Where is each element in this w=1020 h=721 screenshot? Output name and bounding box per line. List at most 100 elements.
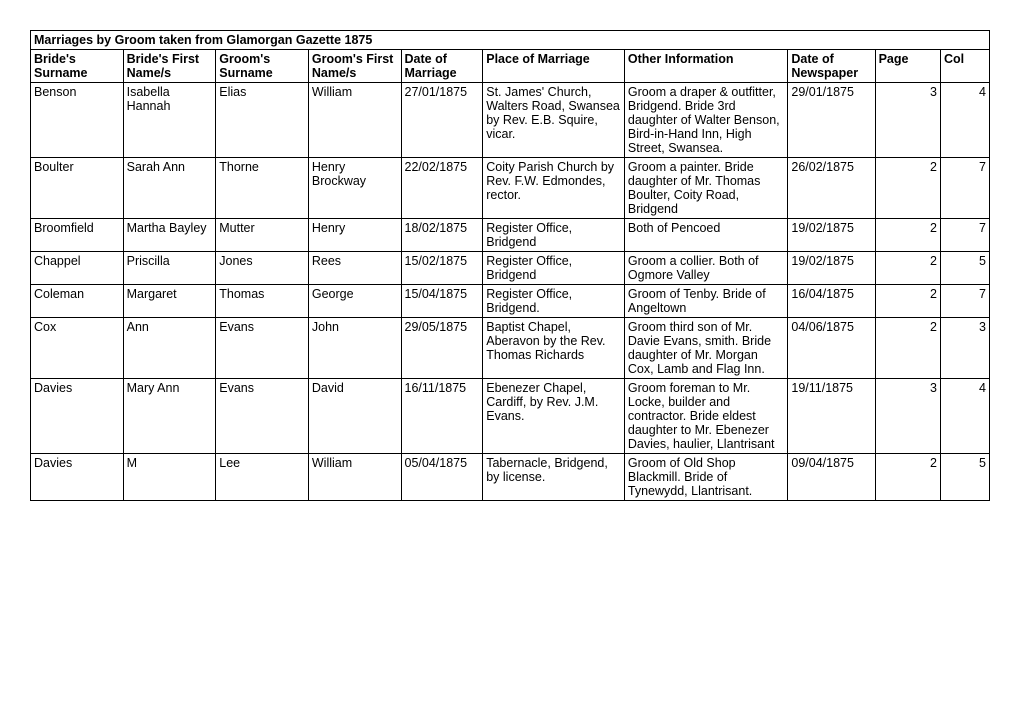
cell-groom-surname: Mutter [216, 219, 309, 252]
cell-col: 7 [940, 158, 989, 219]
table-row: DaviesMLeeWilliam05/04/1875Tabernacle, B… [31, 454, 990, 501]
cell-groom-surname: Elias [216, 83, 309, 158]
cell-other: Both of Pencoed [624, 219, 787, 252]
marriages-table: Marriages by Groom taken from Glamorgan … [30, 30, 990, 501]
cell-page: 2 [875, 219, 940, 252]
cell-page: 2 [875, 318, 940, 379]
cell-groom-surname: Lee [216, 454, 309, 501]
cell-groom-surname: Thorne [216, 158, 309, 219]
table-row: DaviesMary AnnEvansDavid16/11/1875Ebenez… [31, 379, 990, 454]
cell-place: Ebenezer Chapel, Cardiff, by Rev. J.M. E… [483, 379, 625, 454]
cell-col: 5 [940, 454, 989, 501]
cell-place: St. James' Church, Walters Road, Swansea… [483, 83, 625, 158]
cell-bride-first: Isabella Hannah [123, 83, 216, 158]
cell-bride-first: Mary Ann [123, 379, 216, 454]
cell-bride-first: Martha Bayley [123, 219, 216, 252]
cell-groom-surname: Evans [216, 318, 309, 379]
hdr-place: Place of Marriage [483, 50, 625, 83]
cell-place: Coity Parish Church by Rev. F.W. Edmonde… [483, 158, 625, 219]
cell-other: Groom third son of Mr. Davie Evans, smit… [624, 318, 787, 379]
cell-date-marriage: 05/04/1875 [401, 454, 483, 501]
cell-bride-surname: Coleman [31, 285, 124, 318]
table-row: CoxAnnEvansJohn29/05/1875Baptist Chapel,… [31, 318, 990, 379]
cell-bride-surname: Davies [31, 379, 124, 454]
cell-bride-first: Priscilla [123, 252, 216, 285]
cell-bride-first: M [123, 454, 216, 501]
cell-page: 2 [875, 252, 940, 285]
cell-date-marriage: 18/02/1875 [401, 219, 483, 252]
hdr-col: Col [940, 50, 989, 83]
table-title: Marriages by Groom taken from Glamorgan … [31, 31, 990, 50]
cell-bride-surname: Boulter [31, 158, 124, 219]
cell-col: 3 [940, 318, 989, 379]
table-row: BensonIsabella HannahEliasWilliam27/01/1… [31, 83, 990, 158]
cell-date-news: 19/11/1875 [788, 379, 875, 454]
cell-page: 3 [875, 83, 940, 158]
cell-col: 7 [940, 285, 989, 318]
cell-date-marriage: 27/01/1875 [401, 83, 483, 158]
cell-groom-first: Rees [308, 252, 401, 285]
table-row: ChappelPriscillaJonesRees15/02/1875Regis… [31, 252, 990, 285]
cell-groom-first: Henry [308, 219, 401, 252]
hdr-bride-surname: Bride's Surname [31, 50, 124, 83]
hdr-groom-first: Groom's First Name/s [308, 50, 401, 83]
cell-bride-first: Ann [123, 318, 216, 379]
cell-page: 2 [875, 285, 940, 318]
cell-bride-surname: Broomfield [31, 219, 124, 252]
cell-date-marriage: 15/02/1875 [401, 252, 483, 285]
table-row: BroomfieldMartha BayleyMutterHenry18/02/… [31, 219, 990, 252]
hdr-date-news: Date of Newspaper [788, 50, 875, 83]
hdr-bride-first: Bride's First Name/s [123, 50, 216, 83]
cell-date-news: 26/02/1875 [788, 158, 875, 219]
cell-date-marriage: 22/02/1875 [401, 158, 483, 219]
cell-groom-surname: Jones [216, 252, 309, 285]
cell-other: Groom foreman to Mr. Locke, builder and … [624, 379, 787, 454]
title-row: Marriages by Groom taken from Glamorgan … [31, 31, 990, 50]
cell-date-news: 29/01/1875 [788, 83, 875, 158]
table-row: ColemanMargaretThomasGeorge15/04/1875Reg… [31, 285, 990, 318]
cell-date-news: 19/02/1875 [788, 252, 875, 285]
hdr-other: Other Information [624, 50, 787, 83]
cell-bride-surname: Chappel [31, 252, 124, 285]
cell-other: Groom a painter. Bride daughter of Mr. T… [624, 158, 787, 219]
cell-date-marriage: 16/11/1875 [401, 379, 483, 454]
cell-date-news: 04/06/1875 [788, 318, 875, 379]
cell-date-news: 09/04/1875 [788, 454, 875, 501]
cell-date-news: 19/02/1875 [788, 219, 875, 252]
hdr-groom-surname: Groom's Surname [216, 50, 309, 83]
cell-col: 5 [940, 252, 989, 285]
cell-groom-surname: Thomas [216, 285, 309, 318]
cell-col: 7 [940, 219, 989, 252]
cell-page: 2 [875, 158, 940, 219]
cell-place: Baptist Chapel, Aberavon by the Rev. Tho… [483, 318, 625, 379]
cell-other: Groom a collier. Both of Ogmore Valley [624, 252, 787, 285]
cell-other: Groom of Old Shop Blackmill. Bride of Ty… [624, 454, 787, 501]
cell-groom-first: George [308, 285, 401, 318]
cell-bride-surname: Davies [31, 454, 124, 501]
cell-bride-surname: Benson [31, 83, 124, 158]
cell-groom-surname: Evans [216, 379, 309, 454]
cell-col: 4 [940, 379, 989, 454]
hdr-page: Page [875, 50, 940, 83]
cell-date-news: 16/04/1875 [788, 285, 875, 318]
cell-place: Register Office, Bridgend. [483, 285, 625, 318]
cell-groom-first: Henry Brockway [308, 158, 401, 219]
cell-groom-first: John [308, 318, 401, 379]
cell-other: Groom of Tenby. Bride of Angeltown [624, 285, 787, 318]
cell-bride-first: Margaret [123, 285, 216, 318]
cell-bride-surname: Cox [31, 318, 124, 379]
table-row: BoulterSarah AnnThorneHenry Brockway22/0… [31, 158, 990, 219]
cell-groom-first: William [308, 454, 401, 501]
cell-date-marriage: 15/04/1875 [401, 285, 483, 318]
cell-place: Register Office, Bridgend [483, 252, 625, 285]
cell-bride-first: Sarah Ann [123, 158, 216, 219]
cell-place: Register Office, Bridgend [483, 219, 625, 252]
cell-groom-first: David [308, 379, 401, 454]
cell-col: 4 [940, 83, 989, 158]
cell-date-marriage: 29/05/1875 [401, 318, 483, 379]
hdr-date-marriage: Date of Marriage [401, 50, 483, 83]
cell-page: 2 [875, 454, 940, 501]
cell-groom-first: William [308, 83, 401, 158]
cell-page: 3 [875, 379, 940, 454]
header-row: Bride's Surname Bride's First Name/s Gro… [31, 50, 990, 83]
